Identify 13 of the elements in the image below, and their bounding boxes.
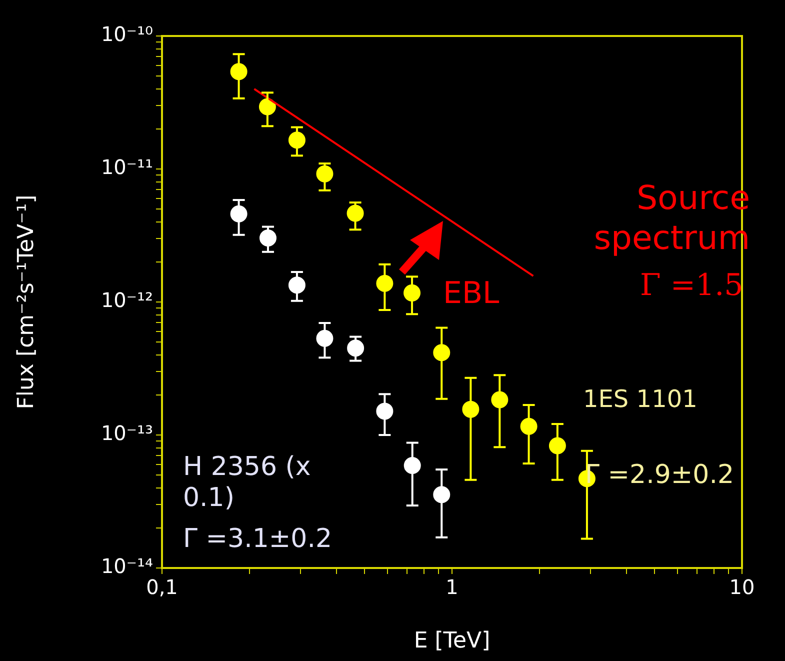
annotation: Γ =1.5 xyxy=(640,268,744,304)
annotation: EBL xyxy=(443,276,500,312)
y-tick-label: 10⁻¹¹ xyxy=(100,155,153,180)
y-axis-title: Flux [cm⁻²s⁻¹TeV⁻¹] xyxy=(14,194,39,410)
x-tick-label: 10 xyxy=(729,575,755,600)
y-tick-label: 10⁻¹⁰ xyxy=(100,22,153,46)
y-tick-label: 10⁻¹² xyxy=(100,288,153,312)
x-tick-label: 1 xyxy=(446,575,458,600)
annotation: Γ =3.1±0.2 xyxy=(183,524,332,556)
x-axis-title: E [TeV] xyxy=(414,628,490,654)
y-tick-label: 10⁻¹³ xyxy=(100,421,153,446)
series-label: 1ES 1101 xyxy=(583,385,698,414)
text: H 2356 (x 0.1) xyxy=(183,452,312,514)
